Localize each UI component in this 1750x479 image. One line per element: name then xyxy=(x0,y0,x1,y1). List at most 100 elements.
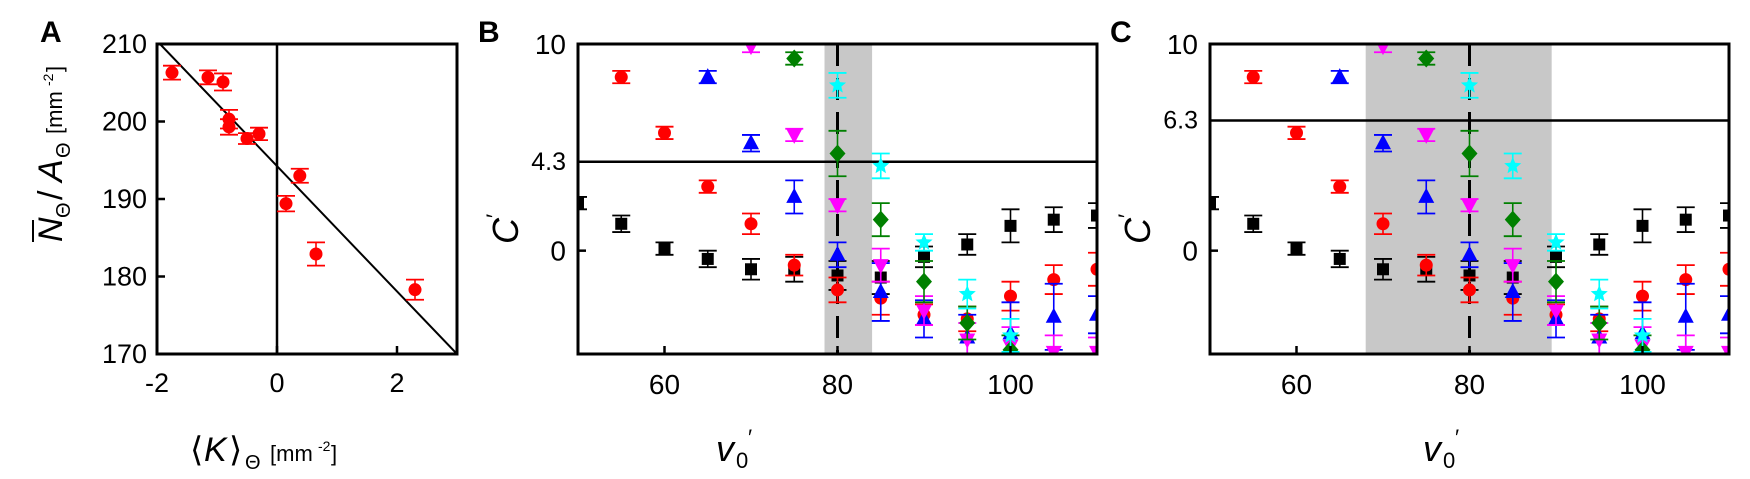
panel-b-series-1-point-4 xyxy=(787,258,801,272)
panel-a-xtick-label-2: 2 xyxy=(389,368,404,398)
panel-a-fit-line xyxy=(159,44,457,354)
panel-c-series-0-point-12 xyxy=(1723,209,1729,222)
svg-text:N: N xyxy=(32,217,70,242)
svg-text:]: ] xyxy=(42,66,67,72)
panel-b-series-1-point-11 xyxy=(1090,262,1097,276)
panel-b-data-area xyxy=(578,44,1097,354)
panel-c-ytick-label-0: 10 xyxy=(1167,29,1198,60)
svg-text:v: v xyxy=(716,428,736,469)
panel-b-series-2-point-1 xyxy=(743,134,759,150)
panel-b-series-3-errorbar-8 xyxy=(1088,336,1097,354)
panel-c-series-0-point-3 xyxy=(1333,252,1346,265)
panel-c-series-4-point-2 xyxy=(1504,210,1521,229)
panel-b-series-2-point-2 xyxy=(786,187,803,203)
panel-c-series-1-errorbar-11 xyxy=(1720,251,1729,287)
panel-a-point-9 xyxy=(309,247,323,261)
panel-c-xtick-label-1: 80 xyxy=(1454,369,1485,400)
panel-a-point-7 xyxy=(279,197,293,211)
panel-c-series-2-errorbar-9 xyxy=(1720,295,1729,335)
panel-c-series-0-errorbar-0 xyxy=(1210,196,1219,211)
panel-b-series-4-point-3 xyxy=(916,272,932,291)
svg-text:Θ: Θ xyxy=(53,142,75,158)
svg-text:′: ′ xyxy=(1455,425,1459,450)
panel-b-series-3-point-4 xyxy=(916,304,932,320)
panel-b-series-1-point-2 xyxy=(701,180,715,194)
panel-b-xtick-label-2: 100 xyxy=(987,369,1034,400)
svg-text:C: C xyxy=(485,217,526,244)
panel-a-xtick-label-0: -2 xyxy=(145,368,169,398)
panel-c-series-2-point-4 xyxy=(1504,283,1521,298)
panel-c-series-4-point-1 xyxy=(1461,144,1478,163)
panel-b-ylabel: C ′ xyxy=(482,214,526,244)
svg-text:0: 0 xyxy=(1443,448,1455,473)
panel-b-series-0-point-10 xyxy=(1004,219,1017,232)
panel-c-xtick-label-0: 60 xyxy=(1281,369,1312,400)
panel-a-ytick-label-3: 200 xyxy=(102,107,147,137)
panel-a-ytick-label-4: 210 xyxy=(102,29,147,59)
panel-c-ytick-label-1: 0 xyxy=(1182,236,1198,267)
panel-c-series-3-point-0 xyxy=(1377,44,1389,56)
svg-text:[mm: [mm xyxy=(270,441,313,466)
panel-b-series-3-point-1 xyxy=(786,128,803,144)
svg-text:[mm: [mm xyxy=(42,91,67,134)
panel-c-series-4-point-4 xyxy=(1591,314,1608,332)
panel-c-series-1-point-4 xyxy=(1419,258,1433,272)
panel-b-series-3-point-5 xyxy=(959,333,976,349)
panel-b-series-0-point-1 xyxy=(615,217,628,230)
panel-c-data-area xyxy=(1210,44,1729,354)
panel-label-c: C xyxy=(1110,16,1132,49)
panel-b-series-0-point-3 xyxy=(701,252,714,265)
svg-text:′: ′ xyxy=(1114,214,1139,218)
panel-c-series-4-point-3 xyxy=(1548,272,1564,291)
panel-c-series-0-point-4 xyxy=(1377,263,1389,276)
panel-c-series-1-point-9 xyxy=(1636,289,1649,303)
panel-c-series-5-point-2 xyxy=(1547,233,1565,250)
panel-c-series-3-point-7 xyxy=(1677,345,1694,354)
panel-c-series-1-point-0 xyxy=(1246,70,1260,84)
panel-c-series-5-point-3 xyxy=(1590,285,1608,302)
panel-c-series-3-point-8 xyxy=(1721,345,1729,354)
panel-a-ylabel: N Θ / A Θ [mm -2 ] xyxy=(32,66,75,242)
svg-text:C: C xyxy=(1117,217,1158,244)
panel-b-series-1-errorbar-11 xyxy=(1088,251,1097,287)
panel-b-series-3-point-8 xyxy=(1089,345,1097,354)
panel-a-point-1 xyxy=(201,70,215,84)
panel-c-threshold-label: 6.3 xyxy=(1163,106,1198,134)
panel-c-series-0-point-0 xyxy=(1210,197,1216,210)
panel-c-xlabel: v 0 ′ xyxy=(1423,425,1459,473)
panel-b-series-0-point-6 xyxy=(831,269,844,282)
svg-text:Θ: Θ xyxy=(245,452,261,474)
panel-c-series-1-point-2 xyxy=(1333,180,1347,194)
svg-text:′: ′ xyxy=(482,214,507,218)
panel-b-series-0-errorbar-0 xyxy=(578,196,587,211)
panel-b-series-4-point-4 xyxy=(959,314,976,332)
panel-b-series-0-point-2 xyxy=(658,242,671,255)
panel-c-series-2-point-8 xyxy=(1677,307,1694,323)
panel-c-series-0-errorbar-12 xyxy=(1720,202,1729,229)
panel-c-shaded-region xyxy=(1365,44,1552,354)
panel-b-series-5-point-0 xyxy=(828,76,847,93)
panel-c-series-3-errorbar-8 xyxy=(1720,336,1729,354)
panel-c-series-3-point-5 xyxy=(1591,333,1608,349)
panel-c-series-2-point-9 xyxy=(1721,305,1729,321)
panel-b-series-1-point-1 xyxy=(658,126,671,140)
svg-text:A: A xyxy=(32,159,70,184)
panel-c-series-0-point-10 xyxy=(1636,219,1649,232)
panel-b-series-2-errorbar-9 xyxy=(1088,295,1097,335)
panel-c-series-1-point-1 xyxy=(1290,126,1303,140)
panel-b-series-5-point-1 xyxy=(872,156,890,174)
panel-b-series-0-point-9 xyxy=(961,238,974,251)
panel-a-point-5 xyxy=(240,132,254,146)
panel-c-series-0-point-9 xyxy=(1593,238,1606,251)
panel-c-series-1-point-3 xyxy=(1376,217,1390,231)
panel-c-series-0-point-8 xyxy=(1550,250,1562,263)
panel-c-series-3-point-2 xyxy=(1461,199,1478,215)
panel-c-series-5-point-0 xyxy=(1460,76,1479,93)
panel-b-series-0-point-0 xyxy=(578,197,584,210)
panel-a-point-6 xyxy=(252,127,266,141)
panel-a-xtick-label-1: 0 xyxy=(269,368,284,398)
plot-a: -2 0 2 170 180 190 200 210 xyxy=(102,29,459,398)
panel-b-series-4-point-2 xyxy=(872,210,889,229)
